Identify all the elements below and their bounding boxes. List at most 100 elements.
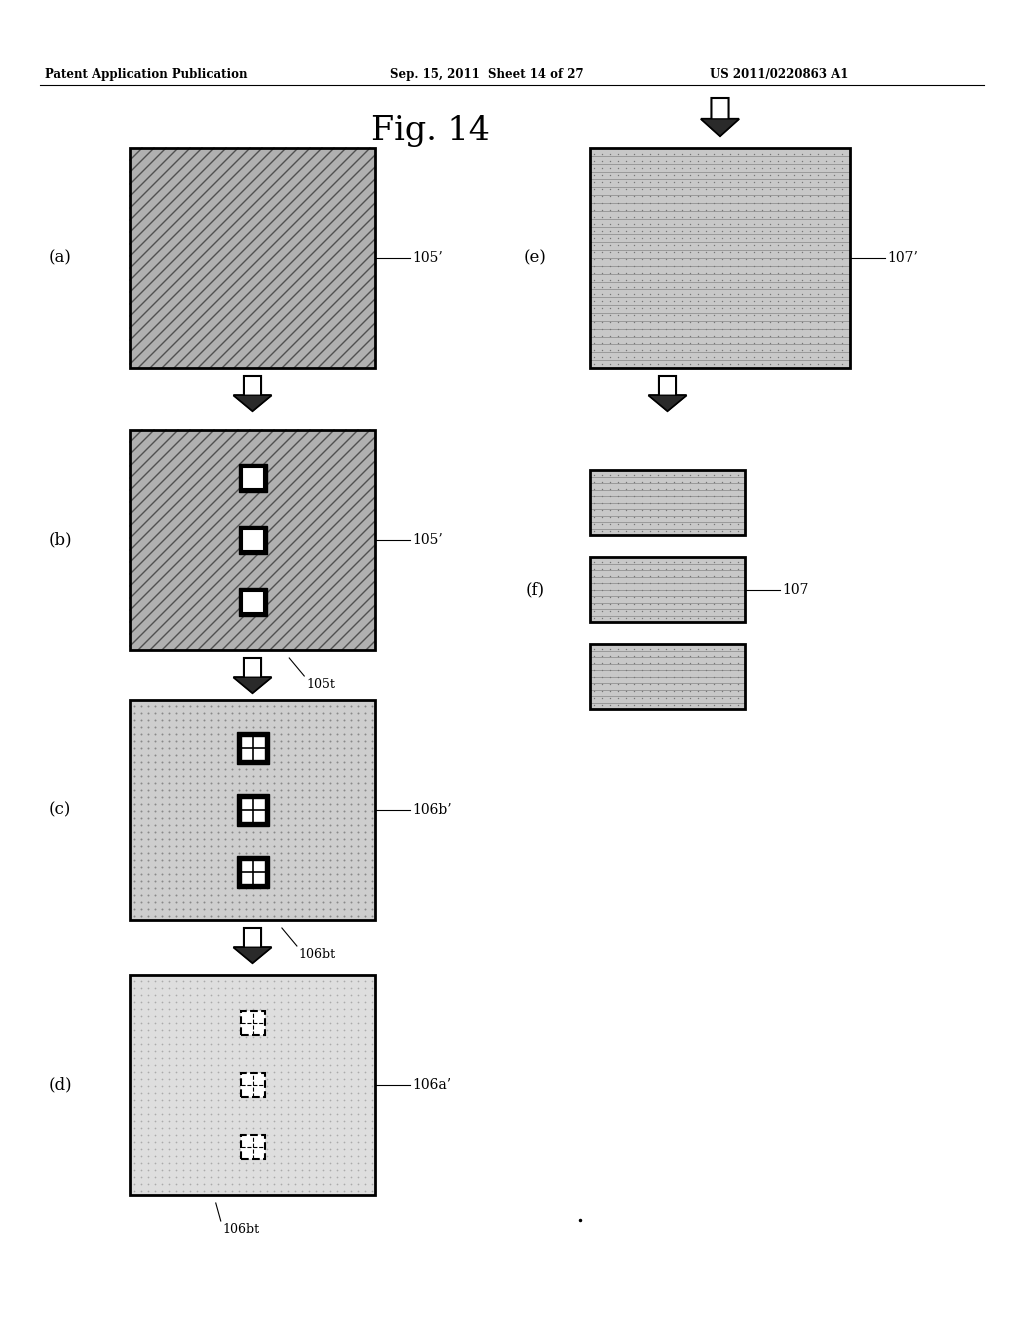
Point <box>217 787 233 808</box>
Point <box>188 842 205 863</box>
Point <box>238 1027 254 1048</box>
Bar <box>590 557 745 622</box>
Point <box>287 1131 303 1152</box>
Point <box>280 696 296 717</box>
Point <box>810 354 826 375</box>
Point <box>245 702 261 723</box>
Point <box>634 199 650 220</box>
Point <box>259 906 275 927</box>
Point <box>690 552 707 573</box>
Point <box>252 1097 268 1118</box>
Point <box>182 842 199 863</box>
Point <box>714 248 730 269</box>
Point <box>287 1104 303 1125</box>
Point <box>642 290 658 312</box>
Point <box>175 1055 191 1076</box>
Point <box>224 985 241 1006</box>
Point <box>697 150 714 172</box>
Point <box>610 573 627 594</box>
Point <box>272 1125 289 1146</box>
Point <box>617 513 634 535</box>
Point <box>294 759 310 780</box>
Point <box>217 730 233 751</box>
Point <box>617 601 634 622</box>
Point <box>802 199 818 220</box>
Point <box>168 793 184 814</box>
Point <box>356 793 373 814</box>
Point <box>126 1138 142 1159</box>
Point <box>259 1082 275 1104</box>
Point <box>778 290 795 312</box>
Point <box>834 206 850 227</box>
Point <box>610 248 627 269</box>
Point <box>154 985 170 1006</box>
Point <box>730 486 746 507</box>
Point <box>280 899 296 920</box>
Point <box>602 333 618 354</box>
Point <box>196 1061 212 1082</box>
Point <box>738 263 755 284</box>
Point <box>280 1082 296 1104</box>
Point <box>602 346 618 367</box>
Point <box>294 998 310 1019</box>
Point <box>674 667 690 688</box>
Point <box>722 520 738 541</box>
Point <box>674 573 690 594</box>
Point <box>690 507 707 528</box>
Point <box>146 1173 163 1195</box>
Point <box>175 998 191 1019</box>
Point <box>238 1012 254 1034</box>
Bar <box>239 465 266 492</box>
Point <box>785 150 802 172</box>
Point <box>203 1125 219 1146</box>
Point <box>238 717 254 738</box>
Point <box>657 339 674 360</box>
Point <box>690 688 707 709</box>
Point <box>314 985 331 1006</box>
Point <box>314 808 331 829</box>
Point <box>287 766 303 787</box>
Point <box>364 829 380 850</box>
Bar <box>590 148 850 368</box>
Point <box>666 573 682 594</box>
Point <box>175 821 191 842</box>
Point <box>674 660 690 681</box>
Point <box>610 263 627 284</box>
Point <box>322 878 338 899</box>
Point <box>610 235 627 256</box>
Point <box>133 696 150 717</box>
Point <box>272 977 289 998</box>
Point <box>722 284 738 305</box>
Point <box>617 172 634 193</box>
Point <box>140 808 157 829</box>
Point <box>682 346 698 367</box>
Point <box>133 1055 150 1076</box>
Point <box>834 214 850 235</box>
Point <box>217 1110 233 1131</box>
Point <box>642 507 658 528</box>
Point <box>682 465 698 486</box>
Point <box>146 842 163 863</box>
Point <box>280 1110 296 1131</box>
Point <box>146 779 163 800</box>
Point <box>650 688 667 709</box>
Point <box>245 1034 261 1055</box>
Point <box>364 772 380 793</box>
Point <box>294 906 310 927</box>
Point <box>224 1110 241 1131</box>
Point <box>834 263 850 284</box>
Point <box>602 694 618 715</box>
Point <box>586 263 602 284</box>
Point <box>730 256 746 277</box>
Point <box>224 808 241 829</box>
Point <box>794 297 810 318</box>
Point <box>245 709 261 730</box>
Point <box>602 594 618 615</box>
Point <box>133 1125 150 1146</box>
Point <box>329 766 345 787</box>
Point <box>586 276 602 297</box>
Point <box>810 326 826 347</box>
Point <box>272 1027 289 1048</box>
Point <box>818 305 835 326</box>
Point <box>175 1034 191 1055</box>
